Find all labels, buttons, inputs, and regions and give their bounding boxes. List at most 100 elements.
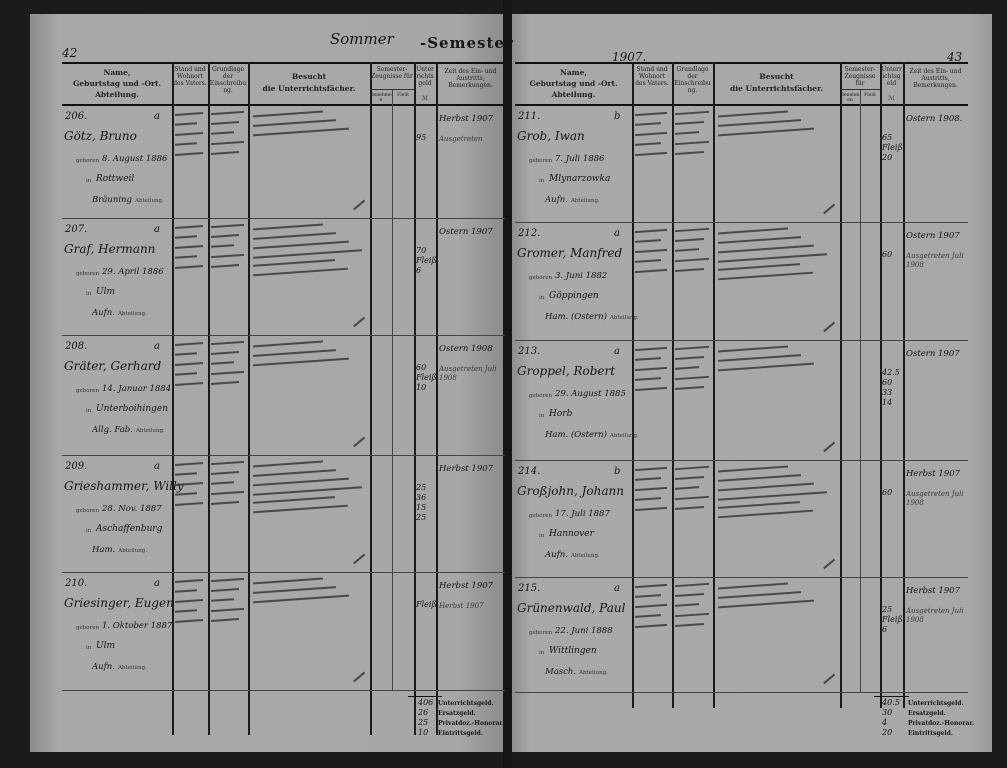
in-label: in <box>86 291 92 297</box>
department: Aufn. <box>545 195 568 205</box>
right-col-besucht: Besucht <box>759 72 794 81</box>
department: Allg. Fab. <box>92 425 133 435</box>
in-label: in <box>86 528 92 534</box>
tuition-fee: 25 <box>416 483 427 492</box>
student-name: Griesinger, Eugen <box>64 596 174 610</box>
birth-date: 8. August 1886 <box>102 154 168 164</box>
footer-label-0: Unterrichtsgeld. <box>438 700 494 707</box>
department-line: Aufn. Abteilung. <box>92 662 147 672</box>
entry-class: a <box>154 341 160 352</box>
left-column-rule <box>248 62 250 735</box>
tuition-fee: 42.5 <box>882 368 900 377</box>
entry-class: a <box>154 111 160 122</box>
birth-date: 14. Januar 1884 <box>102 384 172 394</box>
birth-place: Aschaffenburg <box>96 524 163 534</box>
entry-remark: Ostern 1907 <box>906 231 960 241</box>
left-col-stand: Stand und Wohnort des Vaters. <box>173 66 207 87</box>
department-label: Abteilung. <box>134 198 164 204</box>
row-divider <box>62 690 505 691</box>
entry-class: a <box>614 583 620 594</box>
footer-total-1: 26 <box>418 708 429 717</box>
right-col-zeit: Zeit des Ein- und Austritts, Bemerkungen… <box>909 68 962 89</box>
book-spine <box>503 0 512 768</box>
department-line: Aufn. Abteilung. <box>545 550 600 560</box>
birth-place: Hannover <box>549 529 594 539</box>
entry-remark: Herbst 1907 <box>906 586 961 596</box>
footer-total-0: 40.5 <box>882 698 900 707</box>
tuition-fee: 60 <box>416 363 427 372</box>
right-col-dept: Abteilung. <box>551 90 596 99</box>
right-column-rule <box>880 62 882 708</box>
left-page <box>30 14 506 752</box>
right-col-sem-benehmen: Benehmen <box>840 93 860 103</box>
tuition-fee: 60 <box>882 488 893 497</box>
right-col-semester: Semester-Zeugnisse für <box>844 66 876 87</box>
entry-remark: Ausgetreten Juli 1908 <box>906 607 964 624</box>
entry-number: 206. <box>65 111 88 122</box>
left-column-rule <box>414 62 416 735</box>
in-label: in <box>539 533 545 539</box>
year: 1907. <box>612 50 647 64</box>
tuition-fee: 25 <box>882 605 893 614</box>
footer-label-1: Ersatzgeld. <box>908 710 946 717</box>
tuition-fee: Fleiß <box>416 600 437 609</box>
left-column-rule <box>370 62 372 735</box>
right-column-rule <box>713 62 715 708</box>
department: Ham. (Ostern) <box>545 312 607 322</box>
entry-remark: Herbst 1907 <box>439 602 484 610</box>
right-col-sem-fleiss: Fleiß <box>864 93 876 98</box>
right-footer-rule <box>874 696 909 697</box>
left-col-zeit: Zeit des Ein- und Austritts, Bemerkungen… <box>444 68 497 89</box>
entry-class: a <box>614 346 620 357</box>
tuition-fee: 65 <box>882 133 893 142</box>
department-label: Abteilung. <box>570 198 600 204</box>
right-column-rule <box>632 62 634 708</box>
in-label: in <box>86 408 92 414</box>
footer-total-2: 4 <box>882 718 888 727</box>
footer-label-0: Unterrichtsgeld. <box>908 700 964 707</box>
department-label: Abteilung. <box>609 315 639 321</box>
department-label: Abteilung. <box>117 665 147 671</box>
right-col-name: Name, <box>559 68 588 77</box>
entry-number: 207. <box>65 224 88 235</box>
left-col-grundlage: Grundlage der Einschreibung. <box>209 66 247 94</box>
tuition-fee: 6 <box>882 625 888 634</box>
entry-remark: Ostern 1908. <box>906 114 963 124</box>
entry-class: a <box>614 228 620 239</box>
entry-class: b <box>614 466 621 477</box>
left-col-geld: Unterrichtsgeld <box>416 66 434 87</box>
right-header-bottom-rule <box>515 104 968 106</box>
right-col-geld: Unterrichtsgeld <box>881 66 902 87</box>
tuition-fee: 25 <box>416 513 427 522</box>
department: Ham. <box>92 545 116 555</box>
tuition-fee: 60 <box>882 250 893 259</box>
tuition-fee: 33 <box>882 388 893 397</box>
tuition-fee: 10 <box>416 383 427 392</box>
entry-remark: Ostern 1907 <box>906 349 960 359</box>
birth-place: Rottweil <box>96 174 135 184</box>
birth-date: 22. Juni 1888 <box>555 626 613 636</box>
left-col-birth: Geburtstag und -Ort. <box>72 79 162 88</box>
row-divider <box>515 692 968 693</box>
footer-label-3: Eintrittsgeld. <box>438 730 483 737</box>
footer-label-3: Eintrittsgeld. <box>908 730 953 737</box>
entry-remark: Ostern 1908 <box>439 344 493 354</box>
entry-class: a <box>154 461 160 472</box>
entry-remark: Ausgetreten Juli 1908 <box>906 490 964 507</box>
left-column-rule <box>172 62 174 735</box>
right-page-number: 43 <box>947 50 963 64</box>
row-divider <box>515 340 968 341</box>
tuition-fee: 20 <box>882 153 893 162</box>
entry-remark: Herbst 1907 <box>439 464 494 474</box>
birth-date: 29. April 1886 <box>102 267 164 277</box>
department: Bräuning <box>92 195 132 205</box>
entry-number: 208. <box>65 341 88 352</box>
born-label: geboren <box>529 393 553 399</box>
right-semester-rule <box>840 89 880 90</box>
entry-class: a <box>154 578 160 589</box>
department-line: Masch. Abteilung. <box>545 667 608 677</box>
tuition-fee: 15 <box>416 503 427 512</box>
tuition-fee: 70 <box>416 246 427 255</box>
right-sub-column-rule <box>860 90 861 692</box>
right-col-birth: Geburtstag und -Ort. <box>529 79 618 88</box>
